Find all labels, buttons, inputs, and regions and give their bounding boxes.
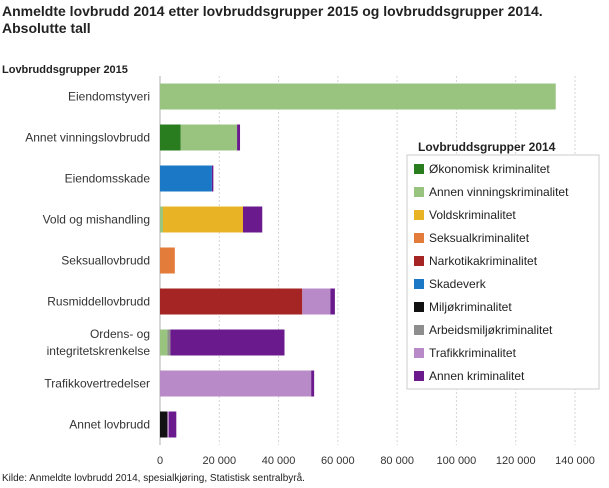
legend-item: Seksualkriminalitet xyxy=(429,231,530,245)
category-label: Seksuallovbrudd xyxy=(61,254,150,268)
legend-swatch xyxy=(414,348,424,358)
legend-item: Trafikkriminalitet xyxy=(429,346,517,360)
category-label: Annet vinningslovbrudd xyxy=(25,131,150,145)
chart-title-line2: Absolutte tall xyxy=(2,20,91,36)
x-tick-label: 0 xyxy=(157,455,163,467)
x-tick-label: 80 000 xyxy=(380,455,414,467)
legend-swatch xyxy=(414,371,424,381)
bar-segment xyxy=(160,83,556,110)
chart-title-line1: Anmeldte lovbrudd 2014 etter lovbruddsgr… xyxy=(2,3,543,19)
bar-segment xyxy=(170,329,285,356)
legend-swatch xyxy=(414,256,424,266)
legend-item: Annen kriminalitet xyxy=(429,369,525,383)
legend-item: Miljøkriminalitet xyxy=(429,300,512,314)
legend-swatch xyxy=(414,210,424,220)
bar-segment xyxy=(160,124,181,151)
source-note: Kilde: Anmeldte lovbrudd 2014, spesialkj… xyxy=(2,473,305,484)
x-tick-label: 40 000 xyxy=(262,455,296,467)
x-tick-label: 120 000 xyxy=(496,455,536,467)
legend-swatch xyxy=(414,233,424,243)
bar-segment xyxy=(167,329,171,356)
legend-swatch xyxy=(414,302,424,312)
category-label: integritetskrenkelse xyxy=(47,344,151,358)
legend-item: Narkotikakriminalitet xyxy=(429,254,538,268)
x-tick-label: 100 000 xyxy=(437,455,477,467)
bar-segment xyxy=(160,329,168,356)
legend-swatch xyxy=(414,325,424,335)
legend-item: Arbeidsmiljøkriminalitet xyxy=(429,323,553,337)
bar-segment xyxy=(160,206,163,233)
bar-segment xyxy=(162,206,243,233)
category-label: Ordens- og xyxy=(90,327,150,341)
legend-box xyxy=(406,154,600,390)
category-label: Eiendomstyveri xyxy=(68,90,150,104)
legend-title: Lovbruddsgrupper 2014 xyxy=(418,140,556,154)
legend-item: Økonomisk kriminalitet xyxy=(429,162,550,176)
bar-segment xyxy=(311,370,315,397)
bar-segment xyxy=(237,124,241,151)
bar-segment xyxy=(211,165,214,192)
bar-segment xyxy=(160,370,312,397)
bar-segment xyxy=(160,165,212,192)
category-label: Eiendomsskade xyxy=(65,172,151,186)
bar-segment xyxy=(160,247,175,274)
bar-segment xyxy=(160,288,303,315)
category-label: Vold og mishandling xyxy=(43,213,150,227)
legend-swatch xyxy=(414,164,424,174)
bar-segment xyxy=(243,206,263,233)
bar-segment xyxy=(180,124,238,151)
bar-segment xyxy=(330,288,335,315)
category-label: Annet lovbrudd xyxy=(69,418,150,432)
bar-segment xyxy=(302,288,331,315)
chart-title: Anmeldte lovbrudd 2014 etter lovbruddsgr… xyxy=(2,3,602,37)
legend-item: Skadeverk xyxy=(429,277,487,291)
bar-segment xyxy=(167,411,169,438)
x-tick-label: 140 000 xyxy=(555,455,595,467)
category-label: Rusmiddellovbrudd xyxy=(47,295,150,309)
category-label: Trafikkovertredelser xyxy=(44,377,150,391)
y-axis-title: Lovbruddsgrupper 2015 xyxy=(2,64,128,76)
legend-swatch xyxy=(414,279,424,289)
legend-item: Voldskriminalitet xyxy=(429,208,516,222)
x-tick-label: 60 000 xyxy=(321,455,355,467)
legend-swatch xyxy=(414,187,424,197)
bar-segment xyxy=(160,411,168,438)
bar-segment xyxy=(168,411,177,438)
legend-item: Annen vinningskriminalitet xyxy=(429,185,569,199)
x-tick-label: 20 000 xyxy=(202,455,236,467)
